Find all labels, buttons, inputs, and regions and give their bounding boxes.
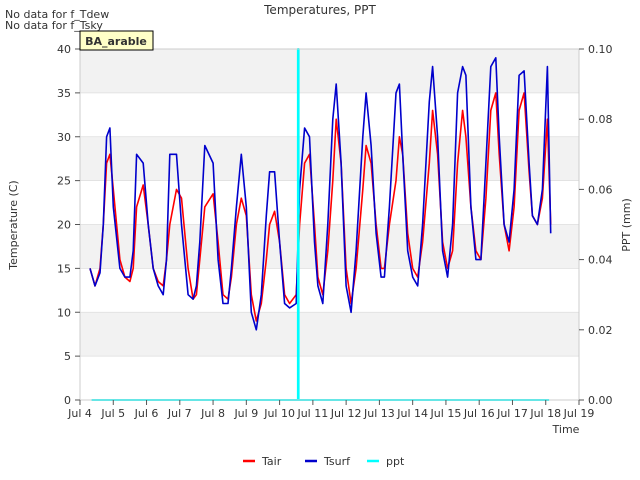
- y-axis: 0 5 10 15 20 25 30 35 40: [57, 43, 80, 407]
- site-badge-box: [79, 30, 154, 51]
- y2-tick-label: 0.08: [588, 113, 613, 126]
- x-tick-label: Jul 15: [430, 407, 462, 420]
- y-tick-label: 25: [57, 175, 71, 188]
- y2-tick-label: 0.02: [588, 324, 613, 337]
- x-tick-label: Jul 7: [167, 407, 192, 420]
- x-tick-label: Jul 13: [363, 407, 395, 420]
- y2-tick-label: 0.10: [588, 43, 613, 56]
- legend-label-tair: Tair: [261, 455, 282, 468]
- x-tick-label: Jul 4: [67, 407, 92, 420]
- x-tick-label: Jul 12: [330, 407, 362, 420]
- y2-tick-label: 0.04: [588, 254, 613, 267]
- chart-title: Temperatures, PPT: [263, 3, 376, 17]
- x-tick-label: Jul 11: [296, 407, 328, 420]
- y-tick-label: 15: [57, 262, 71, 275]
- x-tick-label: Jul 8: [200, 407, 225, 420]
- y-tick-label: 20: [57, 219, 71, 232]
- series-line-tsurf: [89, 56, 552, 331]
- x-tick-label: Jul 14: [396, 407, 428, 420]
- note-tsky: No data for f_Tsky: [5, 19, 103, 32]
- site-badge-label: BA_arable: [85, 35, 147, 48]
- x-tick-label: Jul 18: [529, 407, 561, 420]
- x-tick-label: Jul 17: [496, 407, 528, 420]
- y-tick-label: 40: [57, 43, 71, 56]
- y-tick-label: 35: [57, 87, 71, 100]
- x-axis: Jul 4 Jul 5 Jul 6 Jul 7 Jul 8 Jul 9 Jul 10 Jul …: [67, 400, 594, 420]
- x-tick-label: Jul 6: [134, 407, 159, 420]
- grid-band: [80, 356, 579, 400]
- grid-band: [80, 92, 579, 137]
- legend: Tair Tsurf ppt: [243, 455, 405, 468]
- y-tick-label: 30: [57, 131, 71, 144]
- grid-band: [80, 312, 579, 357]
- y-tick-label: 0: [64, 394, 71, 407]
- site-badge: BA_arable: [79, 30, 154, 51]
- legend-label-tsurf: Tsurf: [323, 455, 351, 468]
- note-tdew: No data for f_Tdew: [5, 8, 109, 21]
- x-tick-label: Jul 5: [100, 407, 125, 420]
- y2-tick-label: 0.00: [588, 394, 613, 407]
- x-tick-label: Jul 16: [463, 407, 495, 420]
- y-tick-label: 10: [57, 306, 71, 319]
- y2-tick-label: 0.06: [588, 183, 613, 196]
- legend-label-ppt: ppt: [386, 455, 405, 468]
- grid-band: [80, 49, 579, 93]
- y-axis-label: Temperature (C): [7, 180, 20, 270]
- y2-axis-label: PPT (mm): [620, 198, 633, 252]
- x-tick-label: Jul 19: [563, 407, 595, 420]
- y-tick-label: 5: [64, 350, 71, 363]
- x-tick-label: Jul 9: [233, 407, 258, 420]
- y2-axis: 0.00 0.02 0.04 0.06 0.08 0.10: [579, 43, 613, 407]
- x-axis-label: Time: [552, 423, 580, 436]
- x-tick-label: Jul 10: [263, 407, 295, 420]
